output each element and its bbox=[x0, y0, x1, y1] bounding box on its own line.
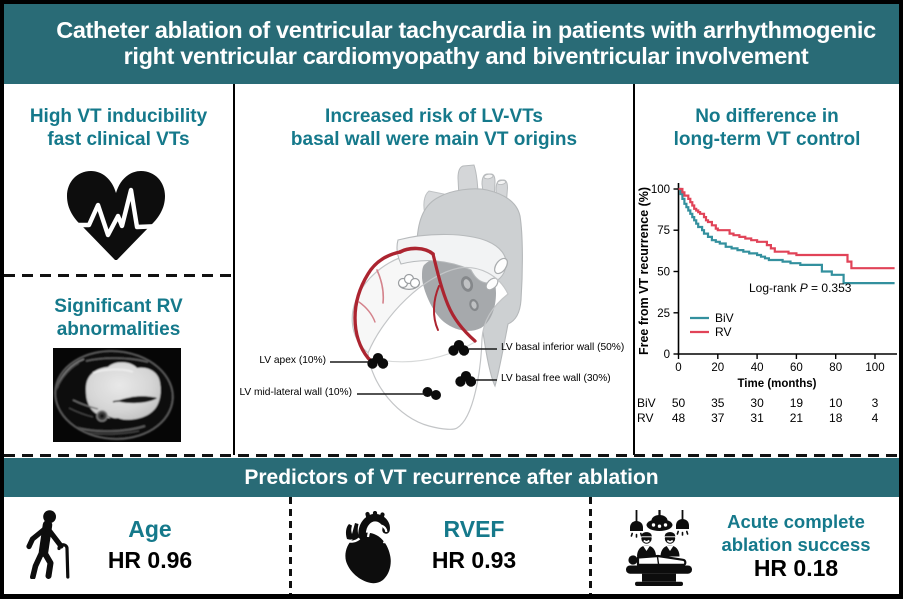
svg-text:60: 60 bbox=[790, 362, 803, 374]
svg-text:75: 75 bbox=[657, 225, 670, 237]
svg-text:Log-rank P = 0.353: Log-rank P = 0.353 bbox=[749, 281, 852, 295]
svg-text:0: 0 bbox=[675, 362, 681, 374]
svg-text:100: 100 bbox=[865, 362, 884, 374]
svg-text:RV: RV bbox=[637, 411, 653, 425]
svg-text:21: 21 bbox=[790, 411, 804, 425]
svg-text:BiV: BiV bbox=[637, 396, 656, 410]
svg-text:48: 48 bbox=[672, 411, 686, 425]
svg-text:0: 0 bbox=[664, 349, 670, 361]
svg-text:RV: RV bbox=[715, 325, 731, 339]
svg-text:19: 19 bbox=[790, 396, 804, 410]
svg-text:20: 20 bbox=[711, 362, 724, 374]
svg-text:100: 100 bbox=[651, 184, 670, 196]
svg-text:30: 30 bbox=[750, 396, 764, 410]
svg-text:3: 3 bbox=[872, 396, 879, 410]
svg-text:18: 18 bbox=[829, 411, 843, 425]
svg-text:37: 37 bbox=[711, 411, 725, 425]
svg-text:Free from VT recurrence (%): Free from VT recurrence (%) bbox=[637, 187, 651, 355]
svg-text:4: 4 bbox=[872, 411, 879, 425]
svg-text:50: 50 bbox=[672, 396, 686, 410]
svg-text:31: 31 bbox=[750, 411, 764, 425]
svg-text:40: 40 bbox=[751, 362, 764, 374]
svg-text:80: 80 bbox=[829, 362, 842, 374]
svg-text:BiV: BiV bbox=[715, 311, 734, 325]
svg-text:50: 50 bbox=[657, 267, 670, 279]
svg-text:Time (months): Time (months) bbox=[737, 378, 816, 390]
svg-text:35: 35 bbox=[711, 396, 725, 410]
svg-text:10: 10 bbox=[829, 396, 843, 410]
svg-text:25: 25 bbox=[657, 308, 670, 320]
